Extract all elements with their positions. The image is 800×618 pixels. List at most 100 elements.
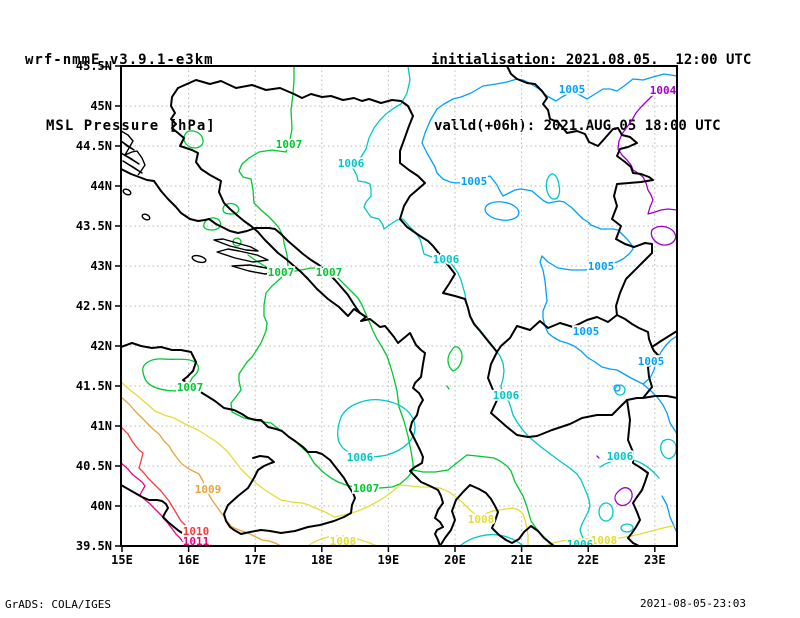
isobar-1006 xyxy=(620,523,634,533)
y-axis-label: 43.5N xyxy=(76,219,112,233)
contour-label: 1009 xyxy=(195,483,222,496)
isobar-1007 xyxy=(222,202,240,215)
isobar-1005 xyxy=(661,495,677,534)
isobar-1006 xyxy=(545,173,561,200)
isobar-1006 xyxy=(660,438,677,460)
y-axis-label: 44N xyxy=(90,179,112,193)
contour-label: 1011 xyxy=(183,535,210,548)
field-name: MSL Pressure [hPa] xyxy=(46,118,216,134)
isobar-1005 xyxy=(421,73,677,385)
isobar-1006 xyxy=(598,502,614,522)
adriatic-island xyxy=(231,264,278,275)
isobar-1006 xyxy=(599,458,660,479)
adriatic-island xyxy=(213,238,259,252)
contour-label: 1007 xyxy=(276,138,303,151)
y-axis-label: 43N xyxy=(90,259,112,273)
x-axis-label: 19E xyxy=(378,553,400,567)
contour-label: 1007 xyxy=(177,381,204,394)
title-left-block: wrf-nmmE_v3.9.1-e3km MSL Pressure [hPa] xyxy=(25,5,216,181)
isobar-labels: 1007 1006 1005 1004 1005 1007 1007 1006 1005 1005… xyxy=(175,81,677,551)
isobar-1006 xyxy=(336,399,416,458)
adriatic-island xyxy=(121,140,135,151)
x-axis-label: 21E xyxy=(511,553,533,567)
coast-greece-east xyxy=(626,399,649,546)
isobar-1007 xyxy=(447,346,463,372)
isobar-1008 xyxy=(121,381,529,546)
y-axis-label: 40.5N xyxy=(76,459,112,473)
grid-lines xyxy=(121,66,677,546)
isobar-1007 xyxy=(230,66,552,546)
border-drina xyxy=(399,115,498,353)
adriatic-island xyxy=(121,152,140,165)
contour-label: 1004 xyxy=(650,84,677,97)
contour-label: 1005 xyxy=(638,355,665,368)
isobar-1010 xyxy=(121,426,213,546)
coast-istria xyxy=(121,130,146,176)
x-axis-label: 15E xyxy=(111,553,133,567)
coast-greece-west xyxy=(439,484,555,546)
isobar-1004 xyxy=(596,455,600,459)
isobar-1007 xyxy=(183,130,204,149)
contour-label: 1005 xyxy=(573,325,600,338)
coastlines-and-borders xyxy=(121,66,677,546)
isobar-1007 xyxy=(247,254,414,471)
contour-label: 1010 xyxy=(183,525,210,538)
contour-label: 1006 xyxy=(338,157,365,170)
adriatic-island xyxy=(122,160,143,174)
border-northeast xyxy=(506,66,654,316)
grads-credit: GrADS: COLA/IGES xyxy=(5,598,111,611)
border-macedonia-loop xyxy=(487,314,661,438)
axis-ticks xyxy=(115,65,656,552)
isobar-1007 xyxy=(446,385,450,390)
contour-label: 1005 xyxy=(461,175,488,188)
x-axis-label: 22E xyxy=(577,553,599,567)
x-axis-label: 18E xyxy=(311,553,333,567)
isobar-1004 xyxy=(650,225,677,246)
x-axis-label: 16E xyxy=(178,553,200,567)
y-axis-label: 45N xyxy=(90,99,112,113)
contour-label: 1007 xyxy=(316,266,343,279)
y-axis-label: 41N xyxy=(90,419,112,433)
isobar-1005 xyxy=(642,383,677,435)
y-axis-label: 40N xyxy=(90,499,112,513)
contour-label: 1008 xyxy=(468,513,495,526)
isobar-1005 xyxy=(613,384,621,392)
isobar-1006 xyxy=(459,533,524,546)
isobar-1005 xyxy=(484,201,520,221)
contour-label: 1006 xyxy=(347,451,374,464)
contour-label: 1007 xyxy=(268,266,295,279)
contour-label: 1006 xyxy=(493,389,520,402)
map-content: 1007 1006 1005 1004 1005 1007 1007 1006 1005 1005… xyxy=(121,66,677,551)
y-axis-label: 42N xyxy=(90,339,112,353)
y-axis-label: 45.5N xyxy=(76,59,112,73)
contour-label: 1008 xyxy=(330,535,357,548)
border-west-and-albania-coast xyxy=(170,87,444,546)
contour-label: 1006 xyxy=(567,538,594,551)
init-time: initialisation: 2021.08.05. 12:00 UTC xyxy=(431,52,752,68)
model-name: wrf-nmmE_v3.9.1-e3km xyxy=(25,52,214,68)
x-axis-label: 20E xyxy=(444,553,466,567)
creation-timestamp: 2021-08-05-23:03 xyxy=(640,597,746,610)
border-east-segment xyxy=(642,395,677,399)
contour-label: 1008 xyxy=(591,534,618,547)
adriatic-island xyxy=(141,213,151,221)
border-east-segment xyxy=(651,330,677,348)
contour-label: 1005 xyxy=(588,260,615,273)
y-axis-label: 41.5N xyxy=(76,379,112,393)
isobar-1006 xyxy=(349,66,591,546)
map-frame xyxy=(120,65,678,547)
adriatic-island xyxy=(122,188,132,196)
coast-italy xyxy=(121,342,356,535)
contour-label: 1006 xyxy=(607,450,634,463)
y-axis-label: 44.5N xyxy=(76,139,112,153)
isobar-1009 xyxy=(121,396,282,546)
isobar-1004 xyxy=(617,86,677,215)
coast-calabria xyxy=(121,484,199,546)
coast-dalmatia xyxy=(121,168,361,314)
y-axis-label: 42.5N xyxy=(76,299,112,313)
contour-label: 1007 xyxy=(353,482,380,495)
contour-label: 1005 xyxy=(559,83,586,96)
x-axis-label: 23E xyxy=(644,553,666,567)
